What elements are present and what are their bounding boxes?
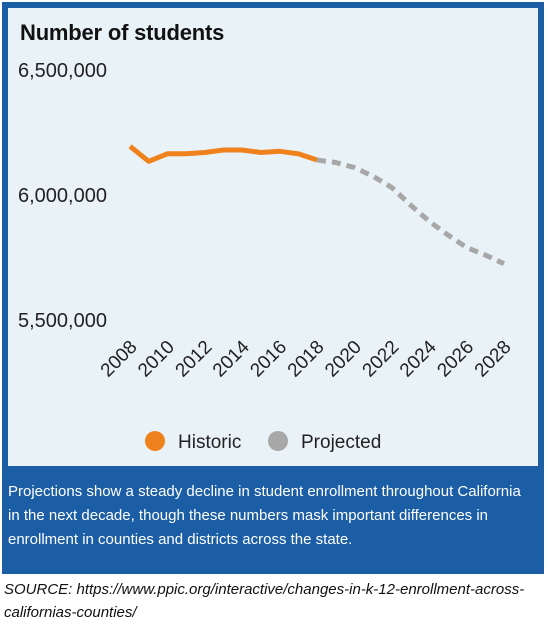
legend-marker-projected: [268, 431, 288, 451]
legend-label-historic: Historic: [178, 432, 241, 453]
x-tick-label: 2010: [134, 337, 179, 382]
chart-caption: Projections show a steady decline in stu…: [8, 483, 521, 548]
y-tick-label: 5,500,000: [18, 310, 107, 332]
chart-title: Number of students: [20, 20, 225, 45]
plot-panel: Number of students 6,500,000 6,000,000 5,5…: [8, 8, 538, 466]
legend-label-projected: Projected: [301, 432, 381, 453]
x-tick-label: 2026: [433, 337, 478, 382]
x-tick-label: 2028: [471, 337, 516, 382]
x-tick-label: 2018: [284, 337, 329, 382]
x-tick-label: 2020: [321, 337, 366, 382]
legend-marker-historic: [145, 431, 165, 451]
x-tick-label: 2022: [359, 337, 404, 382]
series-line-historic: [128, 144, 318, 164]
x-tick-label: 2012: [172, 337, 217, 382]
x-tick-label: 2008: [97, 337, 142, 382]
series-line-projected: [316, 157, 506, 267]
source-note: SOURCE: https://www.ppic.org/interactive…: [4, 581, 525, 621]
x-tick-label: 2016: [246, 337, 291, 382]
y-tick-label: 6,000,000: [18, 185, 107, 207]
line-chart: 6,500,0006,000,0005,500,0002008201020122…: [18, 60, 516, 453]
y-tick-label: 6,500,000: [18, 60, 107, 82]
chart-frame: Number of students 6,500,000 6,000,000 5,5…: [2, 2, 544, 574]
x-tick-label: 2014: [209, 336, 254, 381]
x-tick-label: 2024: [396, 336, 441, 381]
